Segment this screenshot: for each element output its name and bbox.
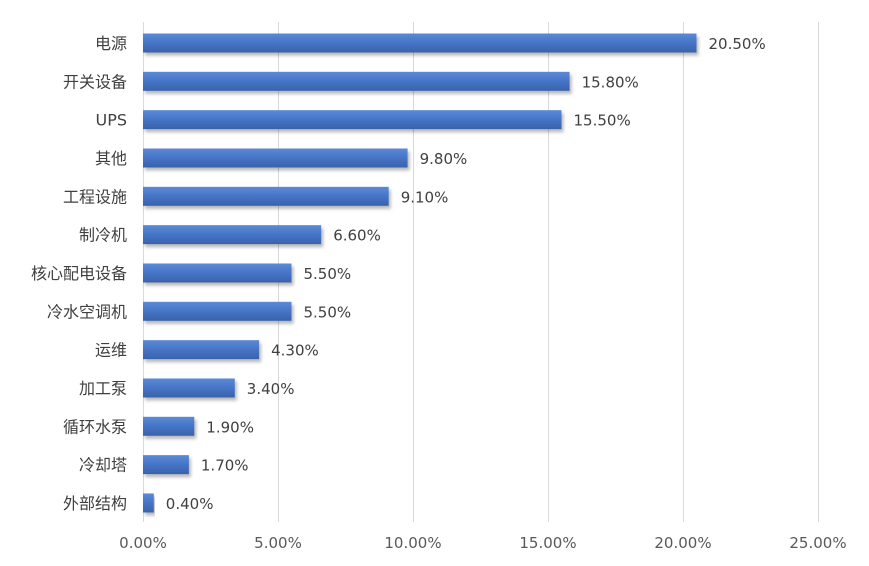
category-label: 其他 bbox=[95, 149, 127, 168]
data-label: 9.10% bbox=[401, 188, 449, 206]
bar bbox=[143, 110, 562, 130]
bar bbox=[143, 301, 292, 321]
bar bbox=[143, 263, 292, 283]
category-label: 电源 bbox=[95, 34, 127, 53]
bar bbox=[143, 340, 260, 360]
data-label: 5.50% bbox=[304, 303, 352, 321]
data-label: 20.50% bbox=[709, 35, 766, 53]
gridlines bbox=[143, 22, 819, 522]
data-label: 9.80% bbox=[420, 150, 468, 168]
data-label: 1.90% bbox=[206, 418, 254, 436]
bar bbox=[143, 225, 322, 245]
x-tick-label: 15.00% bbox=[519, 534, 576, 552]
bar bbox=[143, 455, 189, 475]
bar bbox=[143, 71, 570, 91]
bar bbox=[143, 493, 154, 513]
data-label: 6.60% bbox=[333, 227, 381, 245]
data-label: 4.30% bbox=[271, 342, 319, 360]
category-label: 运维 bbox=[95, 341, 127, 360]
x-tick-label: 5.00% bbox=[254, 534, 302, 552]
category-label: 开关设备 bbox=[63, 72, 127, 91]
data-label: 1.70% bbox=[201, 457, 249, 475]
category-label: 循环水泵 bbox=[63, 417, 127, 436]
bar bbox=[143, 148, 408, 168]
bar bbox=[143, 416, 195, 436]
bar bbox=[143, 378, 235, 398]
category-label: 冷水空调机 bbox=[47, 302, 127, 321]
bars bbox=[143, 33, 697, 513]
x-tick-label: 10.00% bbox=[384, 534, 441, 552]
data-label: 15.50% bbox=[574, 112, 631, 130]
x-tick-label: 25.00% bbox=[789, 534, 846, 552]
data-label: 0.40% bbox=[166, 495, 214, 513]
category-label: 制冷机 bbox=[79, 226, 127, 245]
category-label: UPS bbox=[95, 111, 127, 130]
bar bbox=[143, 33, 697, 53]
x-tick-label: 0.00% bbox=[119, 534, 167, 552]
data-label: 3.40% bbox=[247, 380, 295, 398]
data-label: 5.50% bbox=[304, 265, 352, 283]
bar bbox=[143, 186, 389, 206]
labels: 0.00% 5.00% 10.00% 15.00% 20.00% 25.00% 电源 20.5… bbox=[31, 34, 847, 552]
category-label: 冷却塔 bbox=[79, 456, 127, 475]
x-tick-label: 20.00% bbox=[654, 534, 711, 552]
category-label: 工程设施 bbox=[63, 187, 127, 206]
data-label: 15.80% bbox=[582, 73, 639, 91]
category-label: 外部结构 bbox=[63, 494, 127, 513]
category-label: 核心配电设备 bbox=[31, 264, 127, 283]
category-label: 加工泵 bbox=[79, 379, 127, 398]
